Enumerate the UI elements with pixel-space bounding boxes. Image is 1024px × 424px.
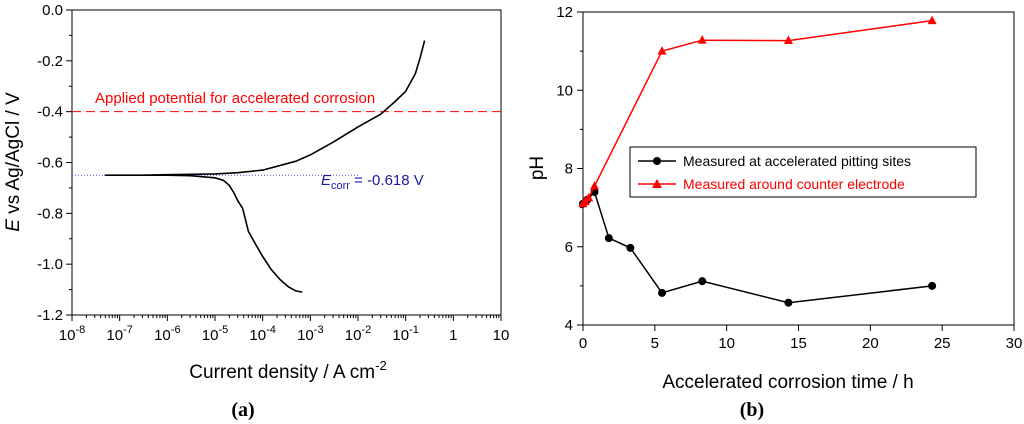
data-point-counter bbox=[697, 35, 707, 44]
y-tick-label-a: -0.6 bbox=[37, 155, 63, 172]
y-axis-title-a: E vs Ag/AgCl / V bbox=[3, 92, 24, 232]
data-point-counter bbox=[783, 35, 793, 45]
y-tick-label-a: -1.0 bbox=[37, 256, 63, 273]
y-axis-title-a-rest: vs Ag/AgCl / V bbox=[3, 92, 24, 219]
x-tick-label-a: 10 bbox=[493, 327, 510, 344]
legend: Measured at accelerated pitting sites Me… bbox=[629, 146, 977, 198]
legend-label-pitting: Measured at accelerated pitting sites bbox=[683, 153, 911, 169]
y-axis-title-b: pH bbox=[527, 156, 548, 180]
x-tick-base: 10 bbox=[392, 327, 409, 344]
x-tick-label-a: 10-1 bbox=[392, 324, 418, 344]
y-tick-label-a: -0.2 bbox=[37, 53, 63, 70]
axis-ticks-a bbox=[66, 9, 502, 321]
x-tick-label-b: 0 bbox=[579, 335, 587, 352]
polarization-curve bbox=[104, 40, 426, 293]
y-tick-label-b: 8 bbox=[565, 161, 573, 178]
series-line-pitting bbox=[582, 190, 933, 304]
ecorr-subscript: corr bbox=[331, 180, 350, 192]
x-tick-base: 10 bbox=[493, 327, 510, 344]
legend-label-counter: Measured around counter electrode bbox=[683, 176, 905, 192]
x-tick-label-b: 25 bbox=[934, 335, 951, 352]
x-tick-label-b: 15 bbox=[790, 335, 807, 352]
data-point-pitting bbox=[784, 298, 793, 307]
x-tick-exponent: -2 bbox=[361, 324, 371, 336]
x-tick-label-a: 10-7 bbox=[106, 324, 132, 344]
x-tick-label-b: 20 bbox=[862, 335, 879, 352]
x-tick-base: 10 bbox=[59, 327, 76, 344]
data-point-pitting bbox=[928, 281, 937, 290]
data-point-counter bbox=[584, 192, 594, 202]
data-point-pitting bbox=[626, 243, 635, 252]
x-tick-exponent: -6 bbox=[171, 324, 181, 336]
x-tick-base: 10 bbox=[202, 327, 219, 344]
x-tick-base: 10 bbox=[154, 327, 171, 344]
x-tick-label-b: 30 bbox=[1006, 335, 1023, 352]
panel-label-b: (b) bbox=[740, 399, 764, 421]
panel-label-a: (a) bbox=[231, 399, 254, 421]
data-point-counter bbox=[927, 15, 937, 25]
x-tick-label-b: 5 bbox=[651, 335, 659, 352]
y-tick-label-b: 12 bbox=[556, 4, 573, 21]
x-tick-label-a: 10-8 bbox=[59, 324, 85, 344]
x-tick-base: 10 bbox=[106, 327, 123, 344]
series-b bbox=[578, 15, 937, 307]
polarization-chart: 10-8 10-7 10-6 10-5 10-4 10-3 10-2 10-1 1 10 0.0-… bbox=[3, 2, 509, 421]
data-point-counter bbox=[657, 46, 667, 55]
y-tick-labels-b: 4 6 8 10 12 bbox=[556, 4, 573, 334]
x-tick-label-a: 10-5 bbox=[202, 324, 228, 344]
y-tick-labels-a: 0.0 -0.2 -0.4 -0.6 -0.8 -1.0 -1.2 bbox=[37, 2, 63, 324]
x-tick-base: 1 bbox=[449, 327, 457, 344]
y-axis-title-a-symbol: E bbox=[3, 219, 24, 232]
legend-marker-counter bbox=[652, 179, 662, 188]
legend-box bbox=[629, 146, 977, 198]
x-tick-exponent: -1 bbox=[409, 324, 419, 336]
annotations-a: Applied potential for accelerated corros… bbox=[72, 90, 501, 192]
y-tick-label-a: -0.4 bbox=[37, 104, 63, 121]
x-tick-exponent: -3 bbox=[314, 324, 324, 336]
y-tick-label-b: 6 bbox=[565, 239, 573, 256]
plot-frame-a bbox=[71, 9, 502, 316]
x-tick-base: 10 bbox=[345, 327, 362, 344]
y-tick-label-a: 0.0 bbox=[42, 2, 63, 19]
y-tick-label-a: -1.2 bbox=[37, 307, 63, 324]
x-axis-title-a-sup: -2 bbox=[375, 358, 387, 373]
x-axis-title-b: Accelerated corrosion time / h bbox=[662, 372, 913, 393]
x-tick-exponent: -7 bbox=[123, 324, 133, 336]
y-tick-label-a: -0.8 bbox=[37, 205, 63, 222]
x-axis-title-a: Current density / A cm-2 bbox=[189, 358, 386, 383]
data-point-pitting bbox=[658, 288, 667, 297]
x-tick-labels-b: 0 5 10 15 20 25 30 bbox=[579, 335, 1023, 352]
x-tick-label-a: 1 bbox=[449, 327, 457, 344]
x-tick-labels-a: 10-8 10-7 10-6 10-5 10-4 10-3 10-2 10-1 1 10 bbox=[59, 324, 510, 344]
data-point-pitting bbox=[698, 277, 707, 286]
x-tick-exponent: -5 bbox=[218, 324, 228, 336]
ecorr-value: = -0.618 V bbox=[350, 172, 424, 189]
ecorr-label: Ecorr = -0.618 V bbox=[321, 172, 424, 192]
data-point-pitting bbox=[604, 234, 613, 243]
x-tick-exponent: -4 bbox=[266, 324, 276, 336]
x-tick-label-a: 10-4 bbox=[249, 324, 275, 344]
x-tick-label-a: 10-2 bbox=[345, 324, 371, 344]
data-point-counter bbox=[589, 181, 599, 190]
x-axis-title-a-main: Current density / A cm bbox=[189, 362, 375, 383]
x-tick-label-a: 10-3 bbox=[297, 324, 323, 344]
x-tick-base: 10 bbox=[297, 327, 314, 344]
ecorr-symbol: E bbox=[321, 172, 332, 189]
y-tick-label-b: 4 bbox=[565, 317, 573, 334]
legend-marker-pitting bbox=[653, 157, 661, 165]
axis-ticks-b bbox=[577, 11, 1015, 331]
x-tick-label-a: 10-6 bbox=[154, 324, 180, 344]
x-tick-exponent: -8 bbox=[75, 324, 85, 336]
y-tick-label-b: 10 bbox=[556, 82, 573, 99]
ph-chart: 0 5 10 15 20 25 30 4 6 8 10 12 Measured at acceler… bbox=[527, 4, 1022, 421]
x-tick-label-b: 10 bbox=[718, 335, 735, 352]
x-tick-base: 10 bbox=[249, 327, 266, 344]
applied-potential-label: Applied potential for accelerated corros… bbox=[95, 90, 375, 107]
